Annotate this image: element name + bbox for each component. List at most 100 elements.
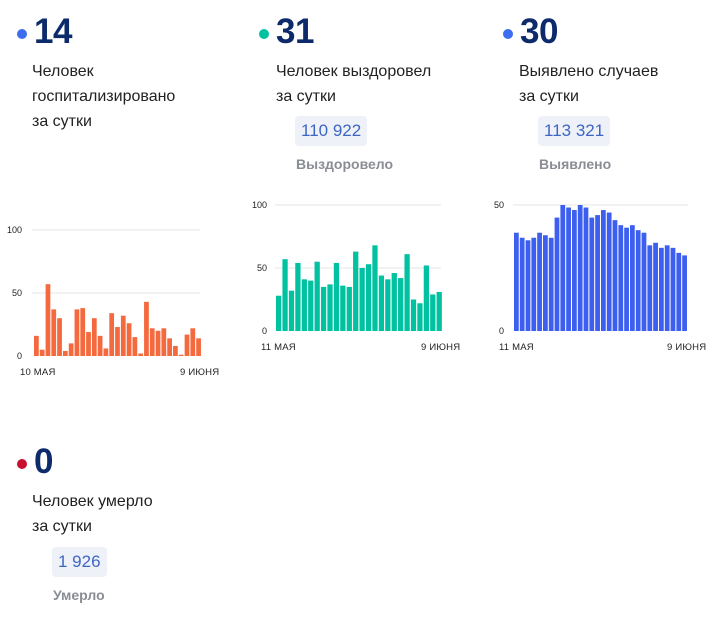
bar: [372, 245, 378, 331]
bar: [543, 235, 548, 331]
bar: [120, 315, 126, 356]
bar: [155, 330, 161, 356]
bar: [391, 273, 397, 331]
deaths-number: 0: [34, 442, 53, 481]
bar: [51, 309, 57, 356]
bar: [333, 262, 340, 331]
y-tick-label: 100: [7, 225, 22, 235]
cases-description: Выявлено случаев за сутки: [519, 59, 658, 109]
bar: [606, 212, 612, 331]
bar: [97, 335, 103, 356]
bar: [167, 338, 172, 356]
y-tick-label: 50: [12, 288, 22, 298]
cases-block: 30 Выявлено случаев за сутки: [503, 14, 658, 109]
y-tick-label: 50: [257, 263, 267, 273]
cases-desc-line2: за сутки: [519, 88, 579, 105]
bar: [288, 290, 295, 331]
deaths-total-pill: 1 926: [52, 547, 107, 577]
x-tick-label: 10 МАЯ: [20, 367, 56, 378]
recovered-desc-line2: за сутки: [276, 88, 336, 105]
bar: [630, 225, 635, 331]
bar: [430, 294, 436, 331]
bar: [404, 254, 410, 331]
x-tick-label: 11 МАЯ: [261, 342, 296, 353]
x-tick-label: 9 ИЮНЯ: [180, 367, 219, 378]
bar: [589, 217, 595, 331]
bar: [115, 327, 120, 356]
deaths-headline: 0: [17, 444, 153, 479]
recovered-block: 31 Человек выздоровел за сутки: [259, 14, 431, 109]
hospitalized-block: 14 Человек госпитализировано за сутки: [17, 14, 175, 134]
bar: [566, 207, 571, 331]
bar: [173, 345, 178, 356]
y-tick-label: 100: [252, 200, 267, 210]
bar: [560, 205, 566, 331]
x-tick-label: 9 ИЮНЯ: [421, 342, 460, 353]
bar: [103, 348, 109, 356]
deaths-description: Человек умерло за сутки: [32, 489, 153, 539]
bar: [346, 286, 352, 331]
bar: [196, 338, 201, 356]
bar: [365, 264, 372, 331]
bar: [68, 343, 74, 356]
bar: [138, 353, 144, 356]
bar: [647, 245, 653, 331]
bar: [670, 247, 676, 331]
bar: [572, 210, 577, 331]
bar: [184, 334, 190, 356]
bar: [612, 220, 618, 331]
bar: [353, 251, 359, 331]
recovered-total-pill: 110 922: [295, 116, 368, 146]
bar: [423, 265, 429, 331]
x-tick-label: 9 ИЮНЯ: [667, 342, 706, 353]
bar: [327, 284, 333, 331]
bar: [635, 230, 641, 331]
bar: [659, 247, 664, 331]
deaths-desc-line1: Человек умерло: [32, 493, 153, 510]
bar: [62, 350, 68, 356]
bar: [39, 349, 45, 356]
cases-number: 30: [520, 12, 558, 51]
y-tick-label: 50: [494, 200, 504, 210]
bar: [161, 328, 167, 356]
bar: [601, 210, 606, 331]
y-tick-label: 0: [17, 351, 22, 361]
recovered-total-label: Выздоровело: [296, 156, 394, 172]
bar: [519, 237, 525, 331]
bar: [583, 207, 589, 331]
bar: [537, 232, 542, 331]
bar: [45, 284, 51, 356]
deaths-dot: [17, 458, 27, 469]
bar: [624, 227, 629, 331]
bar: [149, 328, 155, 356]
bar: [314, 261, 320, 331]
bar: [132, 337, 138, 356]
bar: [618, 225, 624, 331]
bar: [57, 318, 62, 356]
recovered-number: 31: [276, 12, 314, 51]
bar: [436, 291, 442, 331]
bar: [178, 354, 184, 356]
y-tick-label: 0: [262, 326, 267, 336]
bar: [86, 332, 91, 356]
cases-desc-line1: Выявлено случаев: [519, 63, 659, 80]
bar: [676, 252, 682, 331]
hospitalized-desc-line1: Человек: [32, 63, 94, 80]
cases-headline: 30: [503, 14, 658, 49]
hospitalized-number: 14: [34, 12, 72, 51]
bar: [74, 309, 80, 356]
bar: [664, 245, 670, 331]
bar: [308, 280, 314, 331]
deaths-total-label: Умерло: [53, 587, 105, 603]
cases-total-label: Выявлено: [539, 156, 612, 172]
bar: [378, 275, 385, 331]
bar: [340, 285, 346, 331]
hospitalized-dot: [17, 28, 27, 39]
x-tick-label: 11 МАЯ: [499, 342, 534, 353]
bar: [276, 295, 282, 331]
deaths-desc-line2: за сутки: [32, 518, 92, 535]
bar: [282, 259, 288, 331]
bar: [190, 328, 196, 356]
hospitalized-desc-line2: госпитализировано: [32, 88, 176, 105]
hospitalized-description: Человек госпитализировано за сутки: [32, 59, 175, 134]
